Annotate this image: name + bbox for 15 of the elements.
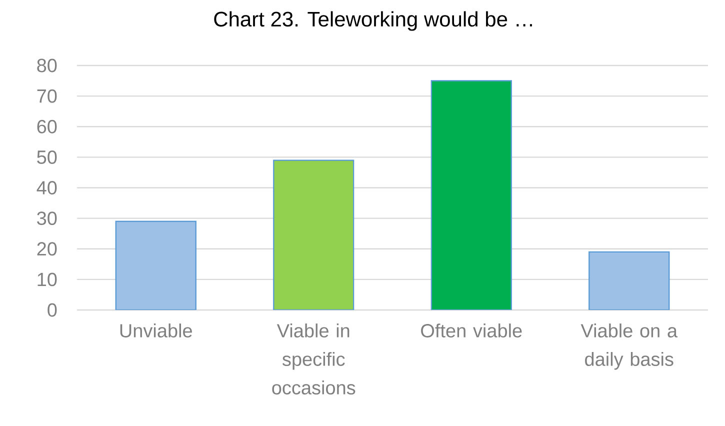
x-tick-label: Viable on a daily basis [580, 324, 678, 370]
chart-title: Chart 23. Teleworking would be … [214, 11, 532, 31]
bar [273, 160, 354, 310]
y-tick-label: 80 [37, 58, 57, 72]
y-tick-label: 50 [37, 150, 57, 164]
y-tick-label: 60 [37, 120, 57, 134]
x-tick-label: Unviable [120, 324, 192, 338]
y-tick-label: 40 [36, 181, 57, 194]
y-tick-label: 10 [38, 272, 57, 286]
x-tick-label: Often viable [421, 324, 522, 338]
y-tick-label: 20 [37, 242, 57, 256]
y-tick-label: 0 [48, 303, 57, 317]
y-tick-label: 30 [37, 212, 57, 226]
x-tick-label: Viable in specific occasions [272, 324, 356, 394]
y-tick-label: 70 [37, 89, 57, 103]
